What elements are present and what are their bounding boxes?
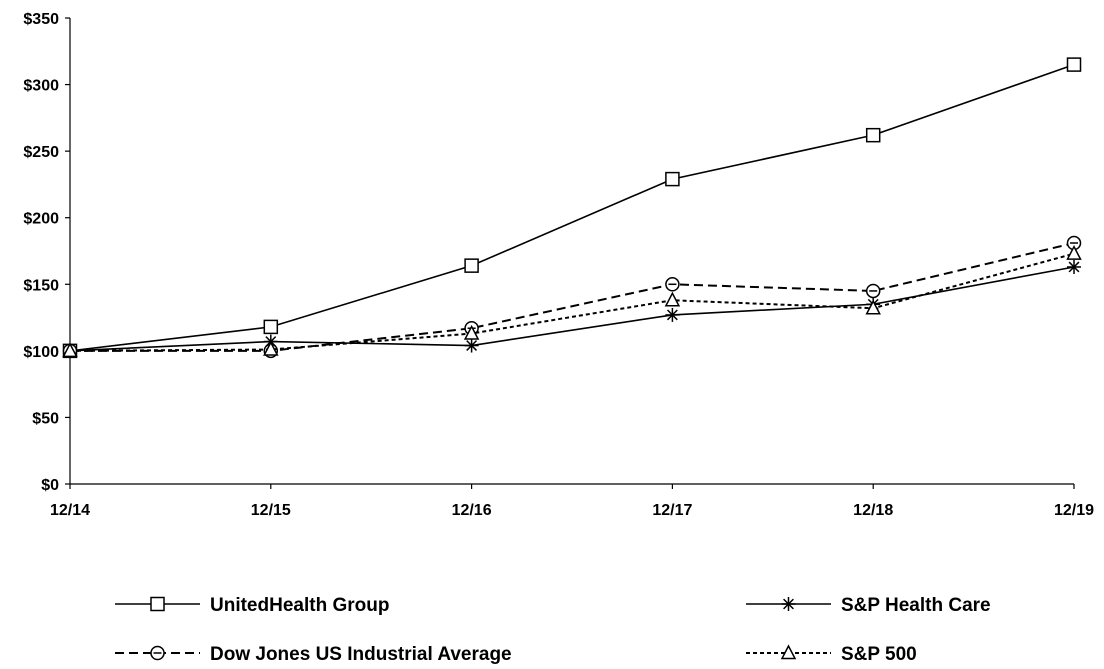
data-point [865,127,881,143]
legend-label: Dow Jones US Industrial Average [210,644,512,665]
legend-label: S&P 500 [841,644,917,665]
x-tick-label: 12/19 [1054,502,1094,519]
y-tick-label: $150 [23,277,59,294]
data-point [865,299,881,315]
y-tick-label: $200 [23,211,59,228]
data-point [1066,57,1082,72]
y-tick-labels: $0 $50 $100 $150 $200 $250 $300 $350 [23,11,59,494]
legend-marker [780,644,797,660]
data-point [865,283,881,299]
x-tick-label: 12/18 [853,502,893,519]
legend-marker [150,645,165,661]
data-point [263,319,279,335]
y-tick-label: $350 [23,11,59,28]
legend-item: UnitedHealth Group [115,595,389,616]
series-0 [62,57,1082,359]
legend: UnitedHealth Group S&P Health Care Dow Jon… [115,595,991,665]
x-tick-label: 12/17 [652,502,692,519]
axes [65,17,1075,489]
x-tick-labels: 12/14 12/15 12/16 12/17 12/18 12/19 [50,502,1094,519]
series-3 [62,245,1082,358]
series-line [70,242,1075,352]
series-1 [63,259,1081,358]
y-tick-label: $250 [23,144,59,161]
x-tick-label: 12/14 [50,502,90,519]
data-point [263,340,279,356]
legend-item: S&P Health Care [746,595,991,616]
y-tick-label: $0 [41,477,59,494]
legend-label: UnitedHealth Group [210,595,389,616]
y-tick-label: $100 [23,344,59,361]
data-point [665,277,680,292]
data-point [62,342,78,358]
y-tick-label: $50 [32,410,59,427]
series-2 [62,235,1082,359]
y-tick-label: $300 [23,78,59,95]
legend-item: S&P 500 [746,644,917,665]
data-point [1066,245,1082,260]
series-line [69,63,1075,352]
legend-label: S&P Health Care [841,595,991,616]
data-point [665,171,680,187]
legend-item: Dow Jones US Industrial Average [115,644,512,665]
series-line [69,252,1075,352]
data-point [464,338,479,353]
data-point [463,324,480,340]
legend-marker [150,596,165,612]
data-point [464,258,479,273]
x-tick-label: 12/16 [452,502,492,519]
series-line [69,266,1075,352]
data-point [664,291,681,307]
data-point [1067,259,1081,274]
data-point [665,307,680,322]
series-layer [62,57,1082,359]
legend-marker [781,597,796,611]
x-tick-label: 12/15 [251,502,291,519]
